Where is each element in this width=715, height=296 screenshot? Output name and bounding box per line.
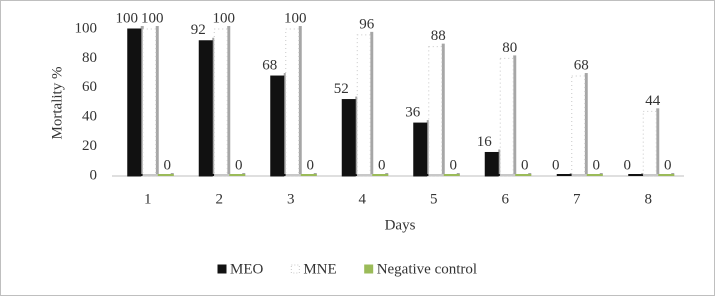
data-label: 44	[645, 93, 661, 109]
legend-label: MEO	[230, 261, 264, 277]
legend-label: MNE	[303, 261, 336, 277]
bar-base	[285, 174, 302, 176]
data-label: 80	[502, 40, 517, 56]
bar-base	[342, 174, 359, 176]
bar	[413, 122, 428, 177]
x-tick-label: 3	[287, 191, 295, 207]
data-label: 100	[141, 10, 164, 26]
bar	[142, 28, 157, 177]
bar	[341, 99, 356, 177]
y-tick-label: 100	[75, 20, 98, 36]
bar	[285, 28, 300, 177]
x-tick-label: 5	[430, 191, 438, 207]
bar-base	[443, 174, 460, 176]
x-tick-label: 2	[216, 191, 224, 207]
bar-side	[212, 37, 216, 177]
data-label: 0	[235, 157, 243, 173]
bar-side	[370, 31, 374, 176]
y-tick-label: 0	[90, 167, 98, 183]
bar	[484, 151, 499, 177]
data-label: 0	[593, 157, 601, 173]
data-label: 0	[624, 157, 632, 173]
data-label: 16	[477, 134, 493, 150]
legend-swatch	[364, 264, 374, 274]
legend-swatch	[290, 264, 300, 274]
bar	[499, 57, 514, 177]
data-label: 68	[574, 57, 589, 73]
bar	[198, 40, 213, 177]
y-axis-title: Mortality %	[49, 67, 65, 140]
y-tick-label: 40	[82, 109, 97, 125]
data-label: 100	[116, 10, 139, 26]
data-label: 0	[664, 157, 672, 173]
bar-base	[428, 174, 445, 176]
data-label: 36	[405, 105, 421, 121]
data-label: 0	[378, 157, 386, 173]
data-label: 100	[284, 10, 307, 26]
y-tick-label: 20	[82, 138, 97, 154]
x-tick-label: 1	[144, 191, 152, 207]
bar-base	[199, 174, 216, 176]
bar-base	[628, 174, 645, 176]
bar-base	[357, 174, 374, 176]
x-tick-label: 7	[573, 191, 581, 207]
bar-base	[413, 174, 430, 176]
bar-base	[556, 174, 573, 176]
bar-side	[155, 26, 159, 176]
y-tick-label: 60	[82, 79, 97, 95]
legend-label: Negative control	[377, 261, 477, 277]
bar	[356, 34, 371, 177]
data-label: 0	[521, 157, 529, 173]
y-tick-label: 80	[82, 50, 97, 66]
data-label: 96	[359, 16, 375, 32]
data-label: 88	[431, 28, 446, 44]
bar	[270, 75, 285, 177]
x-axis-title: Days	[385, 217, 416, 233]
bar-base	[300, 174, 317, 176]
bar-base	[571, 174, 588, 176]
data-label: 52	[334, 81, 349, 97]
legend-swatch	[217, 264, 227, 274]
bar-side	[355, 96, 359, 176]
data-label: 92	[191, 22, 206, 38]
x-tick-label: 6	[502, 191, 510, 207]
data-label: 0	[307, 157, 315, 173]
bar-base	[157, 174, 174, 176]
bar-side	[513, 55, 517, 176]
bar-base	[500, 174, 517, 176]
bar-side	[656, 108, 660, 176]
bar-base	[372, 174, 389, 176]
x-tick-label: 8	[645, 191, 653, 207]
bar-side	[584, 73, 588, 176]
bar-base	[658, 174, 675, 176]
bar-base	[485, 174, 502, 176]
bar-base	[586, 174, 603, 176]
bar-base	[142, 174, 159, 176]
bar-base	[270, 174, 287, 176]
data-label: 68	[262, 57, 277, 73]
data-label: 0	[552, 157, 560, 173]
bar	[127, 28, 142, 177]
bar	[642, 110, 657, 177]
bar	[428, 46, 443, 177]
bar	[213, 28, 228, 177]
bar-base	[229, 174, 246, 176]
x-tick-label: 4	[359, 191, 367, 207]
bar-side	[426, 120, 430, 176]
bar-base	[214, 174, 231, 176]
data-label: 0	[164, 157, 172, 173]
data-label: 0	[450, 157, 458, 173]
bar-base	[127, 174, 144, 176]
bar	[571, 75, 586, 177]
bar-side	[227, 26, 231, 176]
bar-base	[643, 174, 660, 176]
data-label: 100	[213, 10, 236, 26]
bar-side	[298, 26, 302, 176]
bar-base	[515, 174, 532, 176]
bar-side	[441, 43, 445, 176]
